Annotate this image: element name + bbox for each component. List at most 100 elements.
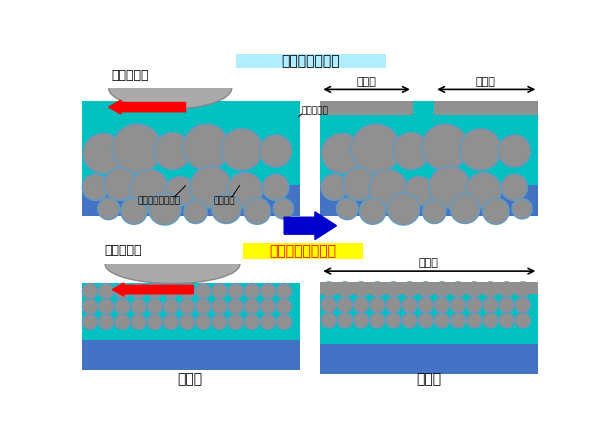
Circle shape xyxy=(212,284,227,299)
Circle shape xyxy=(82,299,98,314)
Circle shape xyxy=(512,199,532,219)
Circle shape xyxy=(154,132,191,170)
Circle shape xyxy=(402,313,417,328)
Circle shape xyxy=(260,284,276,299)
Circle shape xyxy=(337,297,353,313)
Circle shape xyxy=(244,198,270,224)
Circle shape xyxy=(418,297,434,313)
Circle shape xyxy=(196,299,211,314)
Text: 処理前: 処理前 xyxy=(178,373,203,387)
Circle shape xyxy=(121,198,147,224)
Circle shape xyxy=(163,299,179,314)
Circle shape xyxy=(276,284,292,299)
Circle shape xyxy=(483,198,509,224)
Circle shape xyxy=(273,199,293,219)
Circle shape xyxy=(434,297,450,313)
Circle shape xyxy=(165,177,195,206)
Text: 開発したペースト: 開発したペースト xyxy=(269,244,336,258)
Circle shape xyxy=(386,313,401,328)
Circle shape xyxy=(499,297,514,313)
Circle shape xyxy=(131,314,146,329)
Bar xyxy=(82,340,300,371)
Circle shape xyxy=(244,284,259,299)
Bar xyxy=(96,241,265,264)
Circle shape xyxy=(402,297,417,313)
Circle shape xyxy=(434,282,450,297)
Bar xyxy=(82,185,300,216)
Ellipse shape xyxy=(109,67,232,109)
Circle shape xyxy=(115,314,130,329)
FancyArrow shape xyxy=(112,283,193,296)
Circle shape xyxy=(467,297,482,313)
Circle shape xyxy=(387,193,420,225)
Circle shape xyxy=(467,282,482,297)
Circle shape xyxy=(179,299,195,314)
Circle shape xyxy=(112,124,162,173)
Bar xyxy=(320,282,538,294)
Circle shape xyxy=(196,284,211,299)
Circle shape xyxy=(99,314,114,329)
Bar xyxy=(320,343,538,375)
Circle shape xyxy=(386,297,401,313)
Circle shape xyxy=(221,128,262,170)
Circle shape xyxy=(370,282,385,297)
Circle shape xyxy=(466,173,501,208)
Circle shape xyxy=(115,299,130,314)
Circle shape xyxy=(99,299,114,314)
Circle shape xyxy=(260,299,276,314)
Bar xyxy=(101,66,255,88)
Circle shape xyxy=(353,297,369,313)
Bar xyxy=(320,101,413,115)
Circle shape xyxy=(499,282,514,297)
Text: 酸化物層: 酸化物層 xyxy=(214,197,235,205)
Circle shape xyxy=(98,198,120,219)
Circle shape xyxy=(262,174,289,200)
Circle shape xyxy=(104,168,136,200)
Circle shape xyxy=(131,299,146,314)
Circle shape xyxy=(228,299,243,314)
Circle shape xyxy=(337,282,353,297)
Circle shape xyxy=(434,313,450,328)
Circle shape xyxy=(369,170,407,208)
Circle shape xyxy=(147,314,162,329)
Circle shape xyxy=(337,198,358,219)
Circle shape xyxy=(483,313,498,328)
Circle shape xyxy=(149,193,181,225)
Bar xyxy=(320,282,538,343)
Bar xyxy=(320,185,538,216)
Text: 加圧ヘッド: 加圧ヘッド xyxy=(111,69,148,82)
Circle shape xyxy=(82,314,98,329)
Ellipse shape xyxy=(105,245,240,284)
Circle shape xyxy=(393,132,429,170)
Circle shape xyxy=(404,177,434,206)
Text: 熱硬化樹脂: 熱硬化樹脂 xyxy=(302,107,329,115)
Circle shape xyxy=(130,170,168,208)
Circle shape xyxy=(386,282,401,297)
Circle shape xyxy=(212,314,227,329)
Circle shape xyxy=(515,313,531,328)
Circle shape xyxy=(82,174,109,200)
Circle shape xyxy=(402,282,417,297)
Text: 処理後: 処理後 xyxy=(417,373,442,387)
Circle shape xyxy=(260,314,276,329)
Circle shape xyxy=(515,282,531,297)
Circle shape xyxy=(450,313,466,328)
Circle shape xyxy=(179,314,195,329)
Circle shape xyxy=(131,284,146,299)
Circle shape xyxy=(450,282,466,297)
Circle shape xyxy=(321,282,337,297)
Circle shape xyxy=(83,133,123,173)
Bar xyxy=(82,101,300,185)
Circle shape xyxy=(483,297,498,313)
FancyArrow shape xyxy=(284,212,337,239)
Circle shape xyxy=(184,200,207,223)
Circle shape xyxy=(190,166,232,208)
Circle shape xyxy=(423,200,446,223)
Circle shape xyxy=(228,284,243,299)
Circle shape xyxy=(196,314,211,329)
Circle shape xyxy=(179,284,195,299)
Circle shape xyxy=(337,313,353,328)
Text: 加圧ヘッド: 加圧ヘッド xyxy=(105,244,142,257)
Circle shape xyxy=(501,174,528,200)
Text: 従来のペースト: 従来のペースト xyxy=(281,54,340,68)
